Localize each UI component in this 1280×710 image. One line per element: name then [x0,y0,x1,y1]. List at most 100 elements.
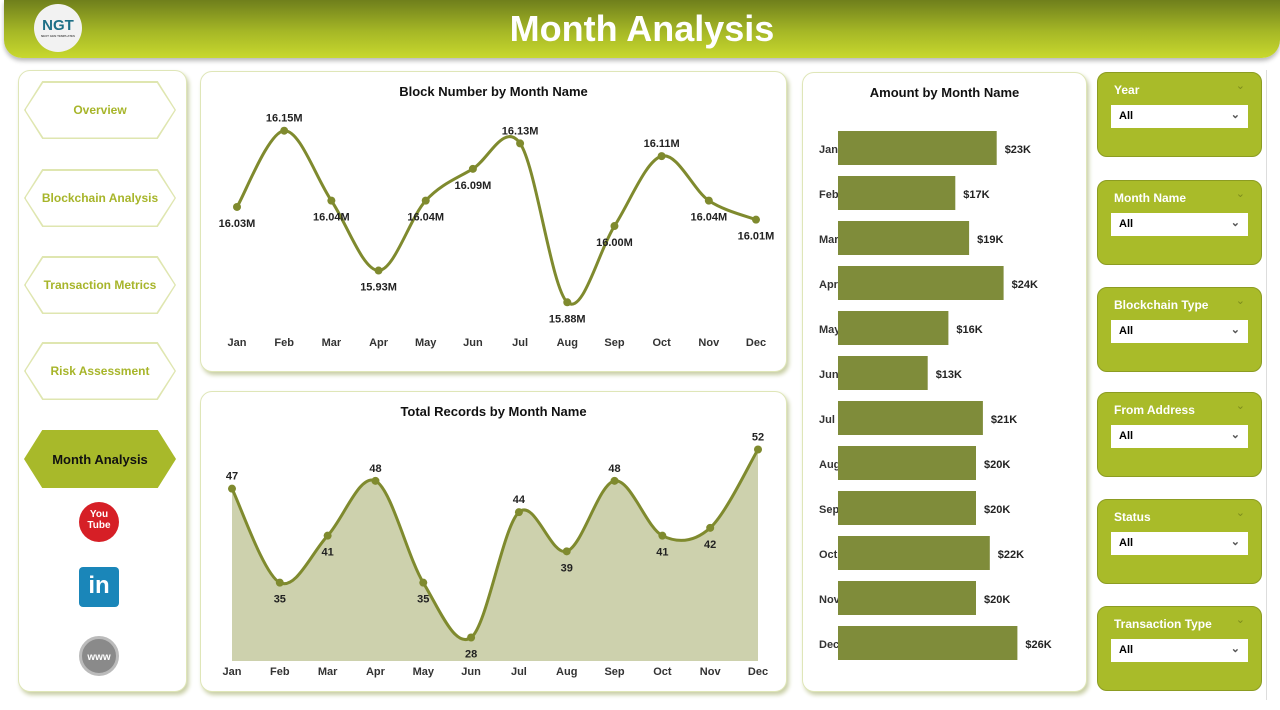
chevron-down-icon[interactable]: ⌄ [1235,188,1245,200]
slicer-value: All [1119,644,1134,656]
data-label: $20K [984,459,1010,471]
data-point [514,508,523,517]
slicer-dropdown[interactable]: All ⌄ [1111,639,1248,662]
data-label: $24K [1012,279,1038,291]
bar [838,311,949,345]
data-label: $19K [977,234,1003,246]
data-point [704,196,713,205]
bar [838,221,970,255]
bar [838,536,990,570]
slicer-value: All [1119,110,1134,122]
bar [838,626,1018,660]
chevron-down-icon: ⌄ [1230,536,1240,548]
chevron-down-icon[interactable]: ⌄ [1235,80,1245,92]
data-label: 16.03M [219,218,256,230]
block-number-chart: Block Number by Month Name 16.03M Jan 16.1… [200,71,787,372]
x-tick-label: Aug [556,666,577,678]
data-label: 16.04M [313,212,350,224]
data-label: 44 [513,494,526,506]
data-point [371,476,380,485]
nav-label: Risk Assessment [50,364,150,378]
data-point [467,633,476,642]
slicer-label: Transaction Type [1114,617,1212,631]
y-tick-label: Sep [819,504,839,516]
x-tick-label: May [413,666,435,678]
bar [838,266,1004,300]
y-tick-label: Jun [819,369,839,381]
data-point [706,523,715,532]
chevron-down-icon: ⌄ [1230,429,1240,441]
slicer-dropdown[interactable]: All ⌄ [1111,105,1248,128]
website-icon[interactable]: www [79,636,119,676]
chart-title: Amount by Month Name [869,85,1020,100]
data-point [280,126,289,135]
amount-bar-chart: Amount by Month Name Jan $23K Feb $17K Mar $1… [802,72,1087,692]
slicer-label: Month Name [1114,191,1186,205]
data-point [421,196,430,205]
slicer-dropdown[interactable]: All ⌄ [1111,425,1248,448]
x-tick-label: Jan [223,666,242,678]
bar [838,491,976,525]
data-point [228,484,236,493]
chevron-down-icon: ⌄ [1230,217,1240,229]
slicer-dropdown[interactable]: All ⌄ [1111,320,1248,343]
page-title: Month Analysis [509,8,775,49]
x-tick-label: Dec [746,337,766,349]
slicer-status: Status ⌄ All ⌄ [1097,499,1262,584]
x-tick-label: Feb [274,337,294,349]
total-records-chart: Total Records by Month Name 47 Jan 35 Feb 41… [200,391,787,692]
bar [838,581,976,615]
nav-overview[interactable]: Overview [24,81,176,139]
nav-month-analysis[interactable]: Month Analysis [24,430,176,488]
bar [838,401,983,435]
slicer-blockchain-type: Blockchain Type ⌄ All ⌄ [1097,287,1262,372]
nav-risk-assessment[interactable]: Risk Assessment [24,342,176,400]
chevron-down-icon[interactable]: ⌄ [1235,507,1245,519]
ngt-logo: NGT NEXT GEN TEMPLATES [34,4,82,52]
slicer-label: From Address [1114,403,1195,417]
chart-title: Block Number by Month Name [399,84,588,99]
data-label: $23K [1005,144,1031,156]
chevron-down-icon: ⌄ [1230,324,1240,336]
data-point [562,547,571,556]
x-tick-label: Apr [369,337,389,349]
slicer-transaction-type: Transaction Type ⌄ All ⌄ [1097,606,1262,691]
data-label: 16.15M [266,113,303,125]
slicer-label: Status [1114,510,1151,524]
y-tick-label: Dec [819,639,839,651]
youtube-icon[interactable]: You Tube [79,502,119,542]
chevron-down-icon[interactable]: ⌄ [1235,614,1245,626]
bar [838,131,997,165]
data-label: $13K [936,369,962,381]
data-label: $26K [1025,639,1051,651]
slicer-value: All [1119,218,1134,230]
linkedin-icon[interactable]: in [79,567,119,607]
x-tick-label: Jun [463,337,483,349]
x-tick-label: Oct [652,337,671,349]
slicer-value: All [1119,325,1134,337]
chevron-down-icon[interactable]: ⌄ [1235,295,1245,307]
y-tick-label: Oct [819,549,838,561]
y-tick-label: Jan [819,144,838,156]
data-point [752,215,760,224]
data-point [610,222,619,231]
chevron-down-icon: ⌄ [1230,643,1240,655]
data-point [657,152,666,161]
data-label: $21K [991,414,1017,426]
x-tick-label: Dec [748,666,768,678]
data-label: 16.04M [407,212,444,224]
chevron-down-icon: ⌄ [1230,109,1240,121]
data-label: 41 [656,547,668,559]
chevron-down-icon[interactable]: ⌄ [1235,400,1245,412]
bar [838,356,928,390]
nav-blockchain-analysis[interactable]: Blockchain Analysis [24,169,176,227]
data-label: $16K [956,324,982,336]
slicer-year: Year ⌄ All ⌄ [1097,72,1262,157]
data-point [754,445,762,454]
nav-transaction-metrics[interactable]: Transaction Metrics [24,256,176,314]
x-tick-label: Aug [557,337,578,349]
x-tick-label: Sep [604,666,624,678]
slicer-dropdown[interactable]: All ⌄ [1111,532,1248,555]
data-label: 41 [322,547,334,559]
slicer-dropdown[interactable]: All ⌄ [1111,213,1248,236]
